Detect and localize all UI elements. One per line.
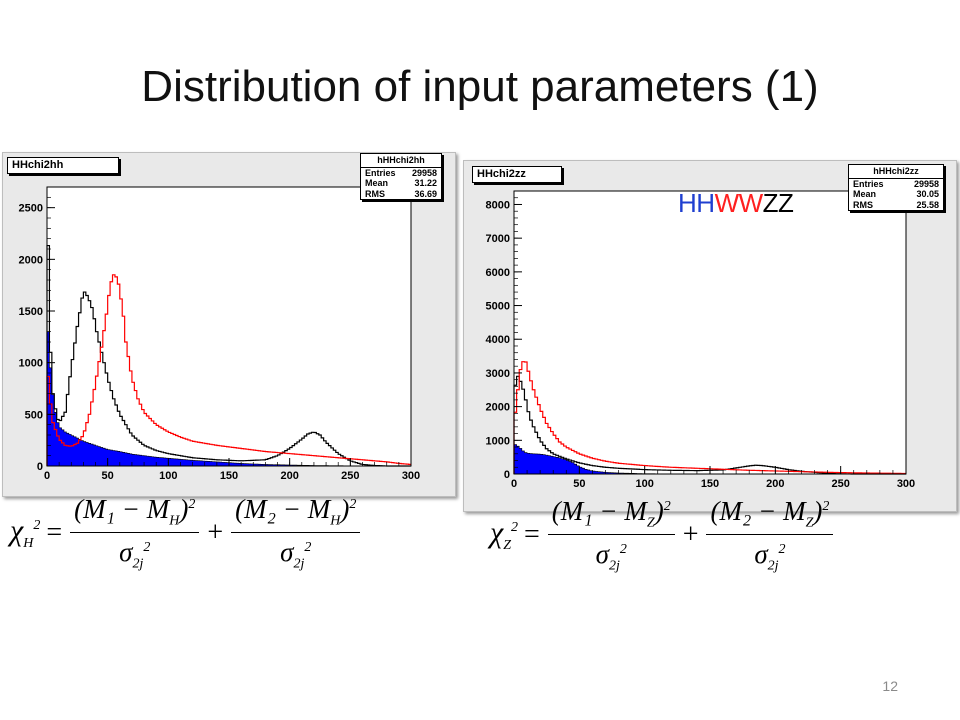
left-histogram-name: HHchi2hh xyxy=(7,157,119,174)
right-y-tick-label-2: 2000 xyxy=(486,402,510,414)
right-x-tick-label-5: 250 xyxy=(831,478,849,490)
left-stats-row-entries: Entries 29958 xyxy=(365,167,437,178)
right-x-tick-label-4: 200 xyxy=(766,478,784,490)
right-y-tick-label-7: 7000 xyxy=(486,233,510,245)
right-y-tick-label-1: 1000 xyxy=(486,435,510,447)
chi-z-formula: χZ2 = (M₁ − MZ)2 σ2j2 + (M₂ − MZ)2 σ2j2 xyxy=(490,496,835,575)
left-x-tick-label-2: 100 xyxy=(159,470,177,482)
right-x-tick-label-3: 150 xyxy=(701,478,719,490)
left-histogram-chart: 0 50 100 150 200 250 300 0 500 1000 1500 2000 2500 xyxy=(19,186,420,482)
legend-ww: WW xyxy=(714,188,764,218)
right-stats-title: hHHchi2zz xyxy=(849,165,943,179)
right-x-tick-label-2: 100 xyxy=(635,478,653,490)
chi-h-formula: χH2 = (M₁ − MH)2 σ2j2 + (M₂ − MH)2 σ2j2 xyxy=(10,494,362,573)
chi-h-fraction-1: (M₁ − MH)2 σ2j2 xyxy=(70,494,200,573)
left-y-tick-label-0: 0 xyxy=(37,461,43,473)
chi-z-symbol: χZ2 xyxy=(490,516,518,554)
left-x-tick-label-1: 50 xyxy=(102,470,114,482)
chi-h-plus: + xyxy=(207,517,224,549)
left-y-tick-label-3: 1500 xyxy=(19,306,43,318)
left-x-tick-label-5: 250 xyxy=(341,470,359,482)
left-x-tick-label-0: 0 xyxy=(44,470,50,482)
right-y-tick-label-5: 5000 xyxy=(486,301,510,313)
right-y-tick-label-0: 0 xyxy=(504,469,510,481)
left-stats-row-rms: RMS 36.69 xyxy=(365,188,437,199)
right-histogram-panel: 0 50 100 150 200 250 300 0 1000 2000 3000 4000 5000 6… xyxy=(463,160,957,512)
chi-h-equals: = xyxy=(46,517,63,549)
right-x-tick-label-0: 0 xyxy=(511,478,517,490)
right-plot-area xyxy=(514,191,906,474)
right-x-tick-label-1: 50 xyxy=(573,478,585,490)
left-stats-row-mean: Mean 31.22 xyxy=(365,178,437,188)
right-legend-text: HHWWZZ xyxy=(678,188,794,218)
left-y-tick-label-5: 2500 xyxy=(19,203,43,215)
left-histogram-panel: 0 50 100 150 200 250 300 0 500 1000 1500 2000 2500 H… xyxy=(2,152,456,497)
right-stats-row-rms: RMS 25.58 xyxy=(853,199,939,210)
left-stats-title: hHHchi2hh xyxy=(361,154,441,168)
left-series-1-line xyxy=(46,244,411,467)
right-y-tick-label-4: 4000 xyxy=(486,334,510,346)
right-histogram-name: HHchi2zz xyxy=(472,166,562,183)
legend-hh: HH xyxy=(678,188,715,218)
chi-z-fraction-2: (M₂ − MZ)2 σ2j2 xyxy=(706,496,834,575)
chi-h-fraction-2: (M₂ − MH)2 σ2j2 xyxy=(231,494,361,573)
left-y-tick-label-2: 1000 xyxy=(19,358,43,370)
right-x-tick-label-6: 300 xyxy=(897,478,915,490)
slide-title: Distribution of input parameters (1) xyxy=(141,62,819,111)
left-plot-area xyxy=(47,187,411,466)
chi-z-plus: + xyxy=(682,519,699,551)
chi-z-fraction-1: (M₁ − MZ)2 σ2j2 xyxy=(547,496,675,575)
legend-zz: ZZ xyxy=(762,188,794,218)
right-y-tick-label-8: 8000 xyxy=(486,199,510,211)
right-y-tick-label-3: 3000 xyxy=(486,368,510,380)
right-y-tick-label-6: 6000 xyxy=(486,267,510,279)
left-stats-box: hHHchi2hh Entries 29958 Mean 31.22 RMS 36.6… xyxy=(360,153,442,200)
right-stats-row-entries: Entries 29958 xyxy=(853,178,939,189)
right-histogram-chart: 0 50 100 150 200 250 3000100020003000400050006… xyxy=(486,190,915,490)
left-x-tick-label-6: 300 xyxy=(402,470,420,482)
left-x-tick-label-4: 200 xyxy=(280,470,298,482)
chi-z-equals: = xyxy=(524,519,540,551)
chi-h-symbol: χH2 xyxy=(10,514,41,552)
page-number: 12 xyxy=(882,678,898,694)
left-y-tick-label-1: 500 xyxy=(25,409,43,421)
left-y-tick-label-4: 2000 xyxy=(19,254,43,266)
right-stats-box: hHHchi2zz Entries 29958 Mean 30.05 RMS 25.5… xyxy=(848,164,944,211)
right-stats-row-mean: Mean 30.05 xyxy=(853,189,939,199)
left-x-tick-label-3: 150 xyxy=(220,470,238,482)
